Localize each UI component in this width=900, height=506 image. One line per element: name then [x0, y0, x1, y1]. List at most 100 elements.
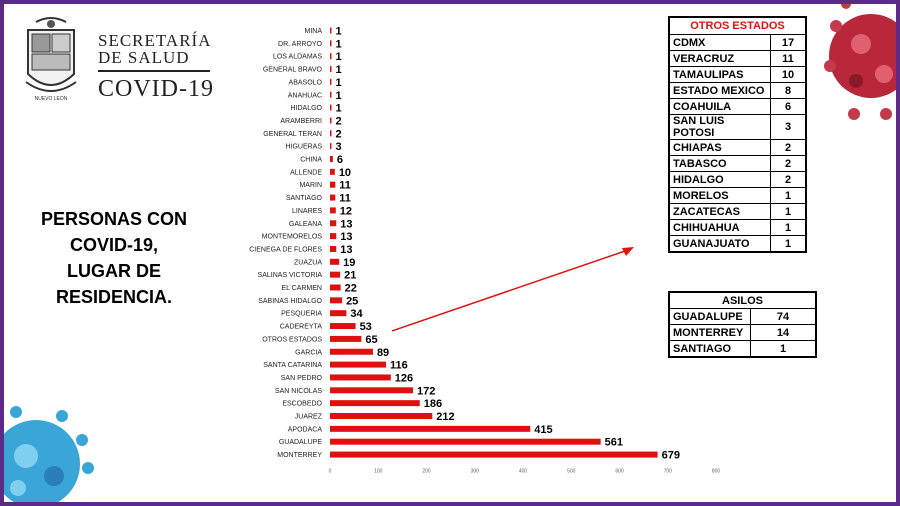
- otros-estados-row: TAMAULIPAS 10: [668, 66, 807, 83]
- category-label: MONTEMORELOS: [262, 234, 323, 241]
- bar: [330, 310, 347, 317]
- otros-estados-row-count: 1: [770, 235, 807, 253]
- bar: [330, 323, 356, 330]
- bar: [330, 233, 337, 240]
- category-label: GUADALUPE: [279, 439, 323, 446]
- category-label: ANAHUAC: [288, 92, 322, 99]
- bar: [330, 400, 420, 407]
- otros-estados-row-name: ZACATECAS: [668, 203, 771, 220]
- otros-estados-row-name: COAHUILA: [668, 98, 771, 115]
- otros-estados-row-name: HIDALGO: [668, 171, 771, 188]
- x-tick-label: 100: [374, 468, 383, 474]
- otros-estados-row-name: TAMAULIPAS: [668, 66, 771, 83]
- category-label: MONTERREY: [277, 452, 322, 459]
- data-label: 2: [336, 115, 342, 127]
- data-label: 89: [377, 347, 389, 359]
- virus-red-decoration-icon: [824, 4, 896, 120]
- title-line-1: PERSONAS CON: [40, 209, 188, 229]
- data-label: 212: [436, 411, 454, 423]
- otros-estados-row: CHIHUAHUA 1: [668, 219, 807, 236]
- header-secretaria: SECRETARÍA: [98, 31, 212, 50]
- header-covid: COVID-19: [98, 76, 214, 102]
- otros-estados-row-count: 1: [770, 203, 807, 220]
- category-label: SANTA CATARINA: [263, 362, 322, 369]
- bar: [330, 194, 336, 201]
- bar: [330, 220, 337, 227]
- bar: [330, 271, 341, 278]
- data-label: 116: [390, 360, 408, 372]
- otros-estados-row-name: MORELOS: [668, 187, 771, 204]
- category-label: APODACA: [288, 426, 323, 433]
- asilos-row-name: GUADALUPE: [668, 308, 751, 325]
- data-label: 2: [336, 128, 342, 140]
- data-label: 53: [360, 321, 372, 333]
- data-label: 1: [336, 51, 342, 63]
- category-label: OTROS ESTADOS: [262, 336, 322, 343]
- data-label: 1: [336, 77, 342, 89]
- otros-estados-row: SAN LUIS POTOSI 3: [668, 114, 807, 140]
- bar: [330, 117, 332, 124]
- arrow-head-icon: [622, 247, 634, 256]
- asilos-row: MONTERREY 14: [668, 324, 817, 341]
- category-label: ZUAZUA: [294, 259, 322, 266]
- data-label: 1: [336, 38, 342, 50]
- category-label: HIGUERAS: [285, 144, 322, 151]
- data-label: 186: [424, 398, 442, 410]
- otros-estados-row-count: 10: [770, 66, 807, 83]
- bar: [330, 451, 658, 458]
- asilos-table: ASILOS GUADALUPE 74 MONTERREY 14 SANTIAGO 1: [668, 291, 817, 358]
- bar: [330, 53, 332, 60]
- data-label: 65: [365, 334, 377, 346]
- data-label: 13: [340, 244, 352, 256]
- bar: [330, 387, 413, 394]
- category-label: ARAMBERRI: [280, 118, 322, 125]
- category-label: ESCOBEDO: [282, 401, 322, 408]
- data-label: 6: [337, 154, 343, 166]
- otros-estados-row: HIDALGO 2: [668, 171, 807, 188]
- bar: [330, 78, 332, 85]
- category-label: PESQUERIA: [281, 311, 322, 318]
- slide: NUEVO LEON SECRETARÍA DE SALUD COVID-19 …: [4, 4, 896, 502]
- bar: [330, 66, 332, 73]
- bar: [330, 297, 343, 304]
- data-label: 13: [340, 218, 352, 230]
- data-label: 13: [340, 231, 352, 243]
- otros-estados-arrow: [391, 249, 629, 332]
- otros-estados-row-name: CDMX: [668, 34, 771, 51]
- bar: [330, 348, 373, 355]
- data-label: 21: [344, 270, 356, 282]
- x-tick-label: 200: [422, 468, 431, 474]
- category-label: DR. ARROYO: [278, 41, 323, 48]
- category-label: ABASOLO: [289, 79, 323, 86]
- virus-blue-decoration-icon: [4, 406, 94, 502]
- asilos-row-name: MONTERREY: [668, 324, 751, 341]
- x-tick-label: 700: [664, 468, 673, 474]
- bar: [330, 207, 336, 214]
- bar: [330, 245, 337, 252]
- category-label: GALEANA: [289, 221, 322, 228]
- data-label: 126: [395, 372, 413, 384]
- x-tick-label: 500: [567, 468, 576, 474]
- data-label: 22: [345, 283, 357, 295]
- category-label: MARIN: [299, 182, 322, 189]
- data-label: 1: [336, 26, 342, 38]
- x-tick-label: 800: [712, 468, 721, 474]
- category-label: SANTIAGO: [286, 195, 323, 202]
- data-label: 172: [417, 385, 435, 397]
- asilos-row-count: 74: [750, 308, 817, 325]
- otros-estados-row-count: 2: [770, 171, 807, 188]
- bar: [330, 156, 333, 162]
- bar: [330, 27, 332, 34]
- otros-estados-row-count: 8: [770, 82, 807, 99]
- otros-estados-row-name: GUANAJUATO: [668, 235, 771, 253]
- data-label: 25: [346, 295, 358, 307]
- category-label: SAN PEDRO: [281, 375, 323, 382]
- otros-estados-row-name: CHIAPAS: [668, 139, 771, 156]
- asilos-row: SANTIAGO 1: [668, 340, 817, 358]
- data-label: 3: [336, 141, 342, 153]
- asilos-row: GUADALUPE 74: [668, 308, 817, 325]
- otros-estados-row: TABASCO 2: [668, 155, 807, 172]
- otros-estados-row-count: 6: [770, 98, 807, 115]
- category-label: LINARES: [292, 208, 322, 215]
- asilos-row-count: 1: [750, 340, 817, 358]
